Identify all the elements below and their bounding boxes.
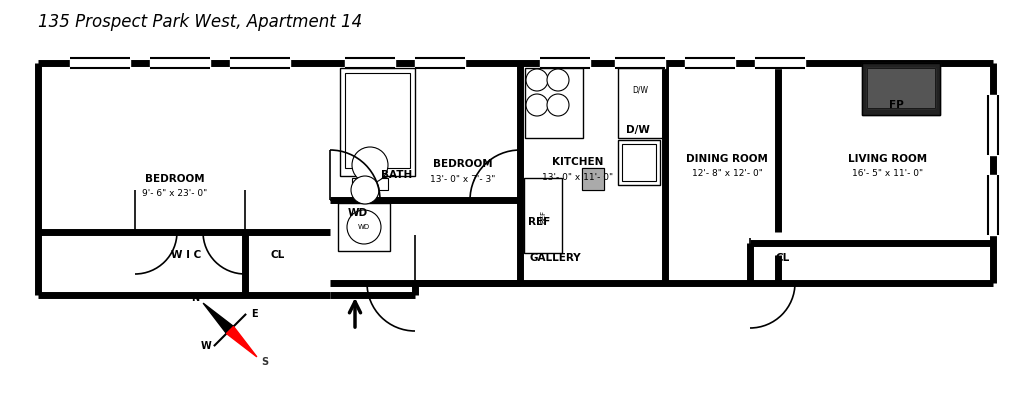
Circle shape xyxy=(548,94,569,116)
Bar xyxy=(345,73,410,168)
Text: REF: REF xyxy=(528,217,551,227)
Bar xyxy=(70,58,130,68)
Circle shape xyxy=(352,147,388,183)
Text: 13'- 0" x 7'- 3": 13'- 0" x 7'- 3" xyxy=(431,175,496,183)
Bar xyxy=(867,68,935,108)
Bar xyxy=(988,175,998,235)
Bar xyxy=(524,178,562,253)
Bar xyxy=(352,178,388,190)
Bar xyxy=(867,68,935,108)
Bar xyxy=(230,58,290,68)
Bar xyxy=(345,58,395,68)
Bar xyxy=(618,140,660,185)
Bar xyxy=(582,168,604,190)
Text: 12'- 8" x 12'- 0": 12'- 8" x 12'- 0" xyxy=(691,170,763,179)
Text: LIVING ROOM: LIVING ROOM xyxy=(849,154,927,164)
Text: S: S xyxy=(261,357,268,367)
Bar xyxy=(755,58,805,68)
Bar xyxy=(525,68,583,138)
Text: 9'- 6" x 23'- 0": 9'- 6" x 23'- 0" xyxy=(143,189,208,198)
Text: BEDROOM: BEDROOM xyxy=(434,159,493,169)
Text: DINING ROOM: DINING ROOM xyxy=(686,154,768,164)
Polygon shape xyxy=(203,303,234,334)
Bar xyxy=(338,203,390,251)
Text: WD: WD xyxy=(348,208,368,218)
Text: N: N xyxy=(191,293,199,303)
Bar xyxy=(341,68,415,176)
Circle shape xyxy=(526,69,548,91)
Text: W I C: W I C xyxy=(171,250,201,260)
Text: CL: CL xyxy=(271,250,285,260)
Text: 135 Prospect Park West, Apartment 14: 135 Prospect Park West, Apartment 14 xyxy=(38,13,362,31)
Text: FP: FP xyxy=(889,100,904,110)
Text: 13'- 0" x 11'- 0": 13'- 0" x 11'- 0" xyxy=(542,173,614,181)
Bar xyxy=(150,58,210,68)
Text: KITCHEN: KITCHEN xyxy=(553,157,603,167)
Text: GALLERY: GALLERY xyxy=(529,253,581,263)
Bar xyxy=(540,58,590,68)
Bar xyxy=(615,58,666,68)
Text: 16'- 5" x 11'- 0": 16'- 5" x 11'- 0" xyxy=(853,170,923,179)
Bar xyxy=(618,68,663,138)
Circle shape xyxy=(526,94,548,116)
Bar xyxy=(582,168,604,190)
Circle shape xyxy=(548,69,569,91)
Text: W: W xyxy=(201,341,211,351)
Bar xyxy=(685,58,735,68)
Text: E: E xyxy=(250,309,258,319)
Bar xyxy=(622,144,656,181)
Text: D/W: D/W xyxy=(632,86,648,95)
Polygon shape xyxy=(227,326,257,357)
Circle shape xyxy=(351,176,379,204)
Text: BEDROOM: BEDROOM xyxy=(145,174,205,184)
Text: D/W: D/W xyxy=(626,125,650,135)
Bar xyxy=(988,95,998,155)
Text: BATH: BATH xyxy=(381,170,413,180)
Circle shape xyxy=(347,210,381,244)
Bar xyxy=(862,63,940,115)
Text: REF: REF xyxy=(540,209,546,223)
Text: WD: WD xyxy=(358,224,371,230)
Text: CL: CL xyxy=(776,253,790,263)
Bar xyxy=(862,63,940,115)
Bar xyxy=(415,58,465,68)
